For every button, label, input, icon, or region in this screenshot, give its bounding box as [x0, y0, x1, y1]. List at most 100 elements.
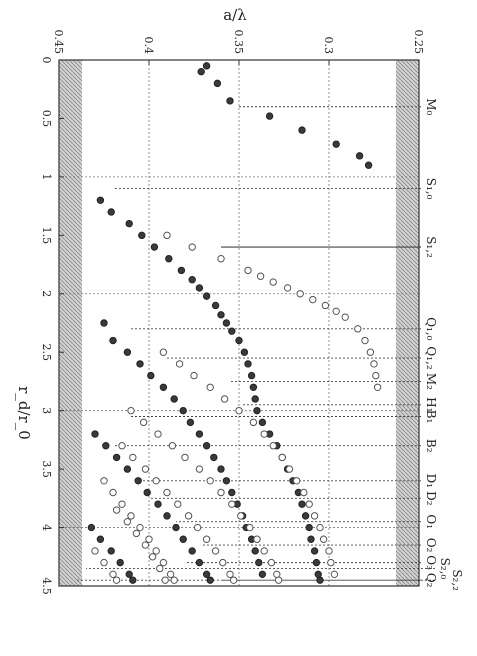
data-point-open: [167, 571, 173, 577]
data-point-open: [279, 454, 285, 460]
data-point-filled: [203, 293, 209, 299]
data-point-open: [310, 296, 316, 302]
data-point-filled: [171, 396, 177, 402]
data-point-open: [203, 536, 209, 542]
y-tick-label: 0.4: [142, 37, 155, 55]
mode-labels: M₀S₁,₀S₁,₂Q₁,₀Q₁,₂M₂H₁B₁B₂D₁D₂O₁O₂O₃Q₂S₂…: [424, 98, 464, 591]
data-point-open: [238, 513, 244, 519]
data-point-open: [297, 291, 303, 297]
data-point-open: [140, 419, 146, 425]
mode-marker-lines: [77, 107, 435, 580]
x-tick-label: 2.5: [40, 343, 53, 361]
y-tick-label: 0.3: [322, 37, 335, 55]
data-point-open: [275, 577, 281, 583]
mode-label: M₀: [424, 98, 438, 115]
mode-label: B₂: [424, 439, 438, 453]
data-point-open: [182, 454, 188, 460]
data-point-open: [261, 431, 267, 437]
data-point-open: [245, 267, 251, 273]
data-point-open: [110, 489, 116, 495]
data-point-filled: [117, 559, 123, 565]
y-tick-label: 0.45: [52, 30, 65, 55]
data-point-open: [207, 478, 213, 484]
data-point-filled: [250, 384, 256, 390]
data-point-open: [247, 524, 253, 530]
mode-label: O₂: [424, 538, 438, 553]
data-point-open: [284, 285, 290, 291]
mode-label: S₁,₂: [424, 236, 438, 258]
data-point-filled: [187, 419, 193, 425]
data-point-filled: [241, 349, 247, 355]
data-point-filled: [164, 513, 170, 519]
data-point-open: [153, 478, 159, 484]
data-point-filled: [203, 63, 209, 69]
data-point-filled: [356, 153, 362, 159]
mode-label: D₁: [424, 474, 438, 488]
data-point-open: [149, 554, 155, 560]
data-point-open: [113, 577, 119, 583]
data-point-filled: [306, 524, 312, 530]
data-point-filled: [252, 396, 258, 402]
mode-label: O₃: [424, 555, 438, 570]
top-mode-label: S₂,₂: [450, 569, 464, 591]
data-point-filled: [218, 312, 224, 318]
data-point-open: [301, 489, 307, 495]
data-point-open: [270, 443, 276, 449]
data-point-filled: [88, 524, 94, 530]
data-point-open: [92, 548, 98, 554]
data-point-open: [261, 548, 267, 554]
data-point-filled: [130, 577, 136, 583]
data-point-open: [286, 466, 292, 472]
data-point-open: [227, 571, 233, 577]
mode-label: M₂: [424, 373, 438, 390]
band-gap-region: [396, 60, 419, 586]
data-point-filled: [178, 267, 184, 273]
data-point-open: [164, 232, 170, 238]
data-point-open: [194, 524, 200, 530]
data-point-filled: [207, 577, 213, 583]
data-point-open: [196, 466, 202, 472]
data-point-open: [362, 337, 368, 343]
data-point-filled: [236, 337, 242, 343]
data-point-filled: [317, 577, 323, 583]
data-point-open: [371, 361, 377, 367]
data-point-filled: [198, 68, 204, 74]
data-point-filled: [214, 80, 220, 86]
data-point-open: [142, 466, 148, 472]
data-point-open: [119, 501, 125, 507]
data-point-filled: [180, 536, 186, 542]
data-point-open: [322, 302, 328, 308]
data-point-filled: [92, 431, 98, 437]
data-point-filled: [227, 98, 233, 104]
data-point-open: [160, 349, 166, 355]
mode-label: S₁,₀: [424, 178, 438, 200]
data-point-filled: [173, 524, 179, 530]
data-point-open: [331, 571, 337, 577]
data-point-open: [101, 559, 107, 565]
top-mode-label: S₂,₀: [438, 558, 452, 580]
data-points: [88, 63, 381, 584]
data-point-open: [124, 519, 130, 525]
data-point-open: [207, 384, 213, 390]
data-point-filled: [266, 113, 272, 119]
data-point-open: [320, 536, 326, 542]
data-point-open: [367, 349, 373, 355]
data-point-filled: [218, 466, 224, 472]
data-point-filled: [126, 220, 132, 226]
data-point-filled: [203, 443, 209, 449]
data-point-filled: [189, 277, 195, 283]
data-point-filled: [308, 536, 314, 542]
data-point-open: [101, 478, 107, 484]
data-point-filled: [160, 384, 166, 390]
data-point-open: [157, 565, 163, 571]
data-point-open: [191, 372, 197, 378]
data-point-open: [133, 530, 139, 536]
data-point-filled: [101, 320, 107, 326]
data-point-open: [128, 513, 134, 519]
data-point-open: [113, 507, 119, 513]
data-point-filled: [311, 548, 317, 554]
data-point-open: [162, 577, 168, 583]
data-point-filled: [189, 548, 195, 554]
data-point-filled: [148, 372, 154, 378]
data-point-filled: [97, 197, 103, 203]
